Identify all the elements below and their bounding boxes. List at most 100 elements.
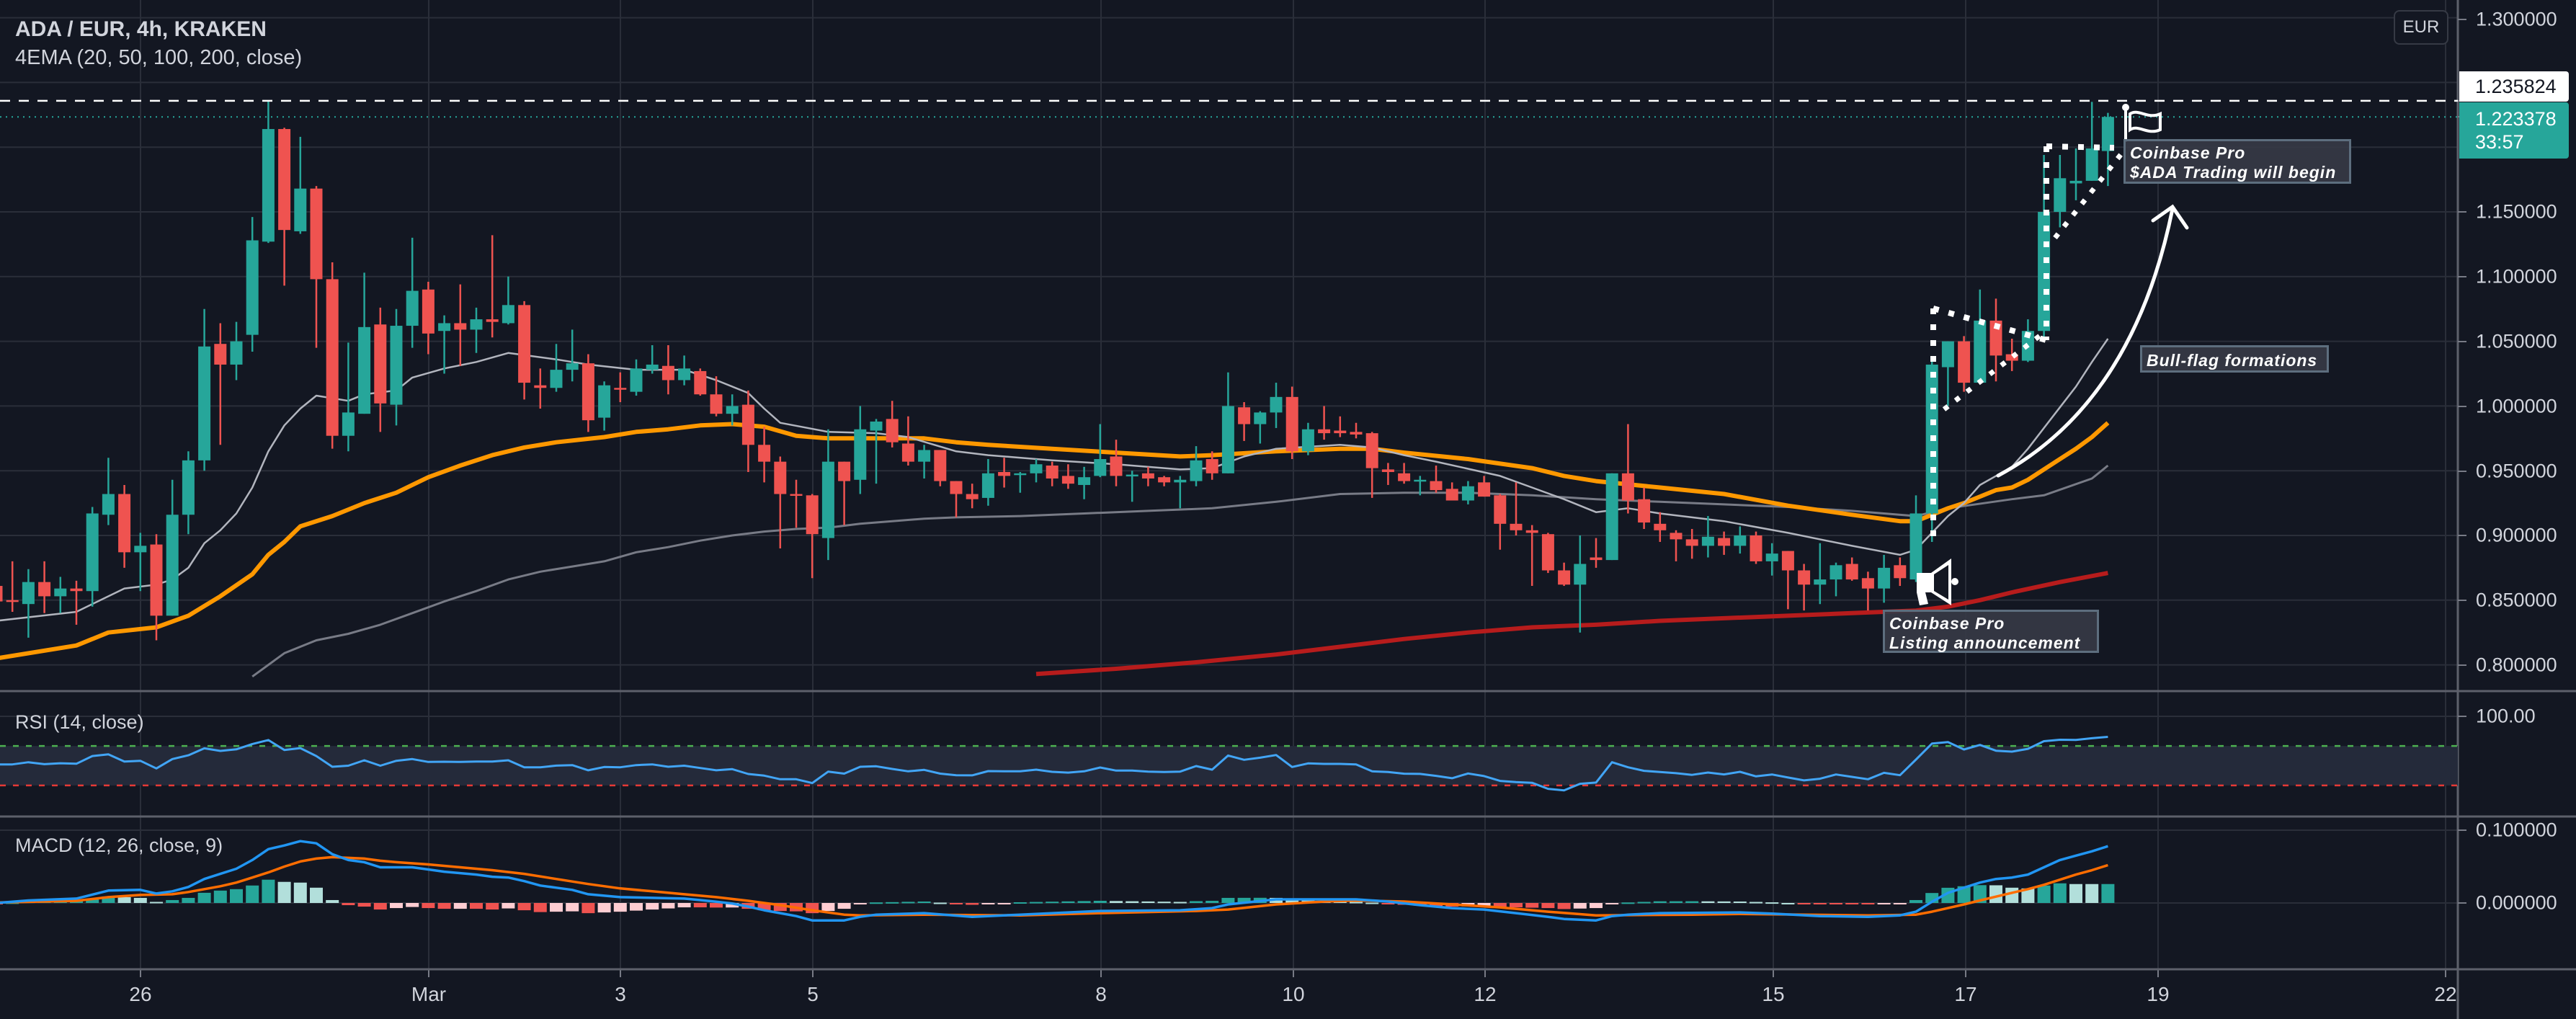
- note-line: Coinbase Pro: [1889, 614, 2005, 633]
- macd-histogram-bar: [1557, 903, 1571, 909]
- candle-body: [1734, 535, 1747, 546]
- flag-icon[interactable]: [2122, 104, 2162, 142]
- candle-body: [38, 582, 51, 597]
- candle: [326, 262, 339, 449]
- bull-flag-2-outline[interactable]: [2044, 143, 2128, 340]
- candle: [1110, 440, 1123, 486]
- candle: [1621, 424, 1634, 514]
- bull-flag-1-outline[interactable]: [1930, 306, 2048, 542]
- candle-body: [2054, 178, 2067, 212]
- macd-histogram-bar: [1781, 902, 1795, 904]
- macd-histogram-bar: [550, 903, 563, 912]
- candle-body: [1590, 557, 1603, 561]
- macd-histogram-bar: [1861, 903, 1875, 905]
- macd-histogram-bar: [326, 899, 339, 903]
- candle-body: [1781, 551, 1794, 571]
- macd-histogram-bar: [166, 899, 179, 903]
- candle: [1510, 482, 1523, 535]
- candle: [1989, 298, 2002, 382]
- candle: [1461, 481, 1474, 504]
- candle: [981, 459, 994, 506]
- candle: [1701, 516, 1714, 558]
- candle-body: [774, 461, 787, 494]
- macd-histogram-bar: [2005, 887, 2019, 903]
- macd-histogram-bar: [230, 889, 243, 903]
- note-trading-begin[interactable]: Coinbase Pro $ADA Trading will begin: [2123, 139, 2351, 184]
- candle-body: [1014, 473, 1027, 476]
- candle-body: [550, 370, 563, 388]
- candle-body: [1270, 396, 1283, 413]
- candle: [790, 479, 803, 528]
- macd-histogram-bar: [150, 902, 163, 904]
- note-line: $ADA Trading will begin: [2130, 163, 2337, 182]
- macd-histogram-bar: [1350, 902, 1363, 904]
- candle: [182, 451, 195, 535]
- candle-body: [22, 582, 35, 605]
- candle: [70, 580, 83, 625]
- candle: [1494, 494, 1507, 550]
- candle-body: [1350, 432, 1363, 435]
- candle: [678, 355, 691, 386]
- candle-body: [454, 323, 467, 330]
- megaphone-icon[interactable]: [1917, 559, 1958, 605]
- rsi-legend[interactable]: RSI (14, close): [15, 711, 144, 733]
- candle: [1798, 564, 1811, 611]
- macd-histogram-bar: [2069, 884, 2082, 903]
- candle: [1814, 543, 1827, 605]
- candle-body: [1205, 459, 1218, 473]
- candle: [950, 481, 963, 517]
- candle-body: [1301, 429, 1314, 452]
- candle: [1381, 463, 1394, 485]
- candle-body: [838, 461, 851, 481]
- macd-histogram-bar: [2053, 883, 2067, 903]
- macd-histogram-bar: [1541, 903, 1555, 909]
- candle: [198, 308, 211, 471]
- macd-histogram-bar: [1670, 901, 1683, 903]
- candle: [278, 128, 291, 286]
- macd-histogram-bar: [981, 903, 995, 904]
- candle: [966, 484, 979, 509]
- currency-button[interactable]: EUR: [2394, 10, 2448, 45]
- macd-histogram-bar: [1381, 903, 1395, 904]
- candle-body: [1701, 536, 1714, 546]
- candle-body: [661, 365, 674, 381]
- macd-histogram-bar: [213, 890, 227, 903]
- macd-histogram-bar: [1765, 902, 1779, 904]
- candle-body: [390, 326, 403, 405]
- last-price-value: 1.223378: [2475, 108, 2557, 130]
- candle-body: [150, 544, 163, 616]
- candle-body: [262, 129, 275, 242]
- rsi-band: [0, 746, 2458, 786]
- price-tick: 0.800000: [2476, 654, 2557, 676]
- candle: [1958, 336, 1971, 392]
- macd-tick: 0.000000: [2476, 891, 2557, 914]
- candle-body: [2069, 180, 2082, 184]
- candle-body: [918, 450, 931, 462]
- candle-body: [342, 412, 355, 436]
- candle: [1414, 476, 1427, 496]
- candle-body: [1941, 341, 1954, 368]
- macd-pane: [0, 840, 2115, 922]
- symbol-title[interactable]: ADA / EUR, 4h, KRAKEN: [15, 17, 267, 41]
- candle-body: [1814, 579, 1827, 585]
- macd-legend[interactable]: MACD (12, 26, close, 9): [15, 835, 223, 856]
- candle: [1638, 487, 1651, 530]
- candle-body: [1254, 412, 1267, 424]
- candle: [262, 100, 275, 244]
- ema50-line: [0, 421, 2110, 660]
- candle-body: [1221, 406, 1234, 473]
- candle: [1845, 557, 1858, 581]
- macd-histogram-bar: [2037, 885, 2051, 903]
- note-bull-flag[interactable]: Bull-flag formations: [2140, 345, 2329, 373]
- candle: [358, 272, 371, 414]
- ema-indicator-legend[interactable]: 4EMA (20, 50, 100, 200, close): [15, 46, 303, 69]
- candle: [438, 315, 451, 374]
- candle-body: [1478, 482, 1491, 497]
- candle: [1190, 446, 1203, 486]
- candle: [886, 401, 899, 448]
- curved-arrow-icon[interactable]: [1996, 204, 2189, 478]
- note-listing-announcement[interactable]: Coinbase Pro Listing announcement: [1883, 610, 2099, 653]
- candle: [390, 308, 403, 426]
- candle-body: [1078, 477, 1091, 485]
